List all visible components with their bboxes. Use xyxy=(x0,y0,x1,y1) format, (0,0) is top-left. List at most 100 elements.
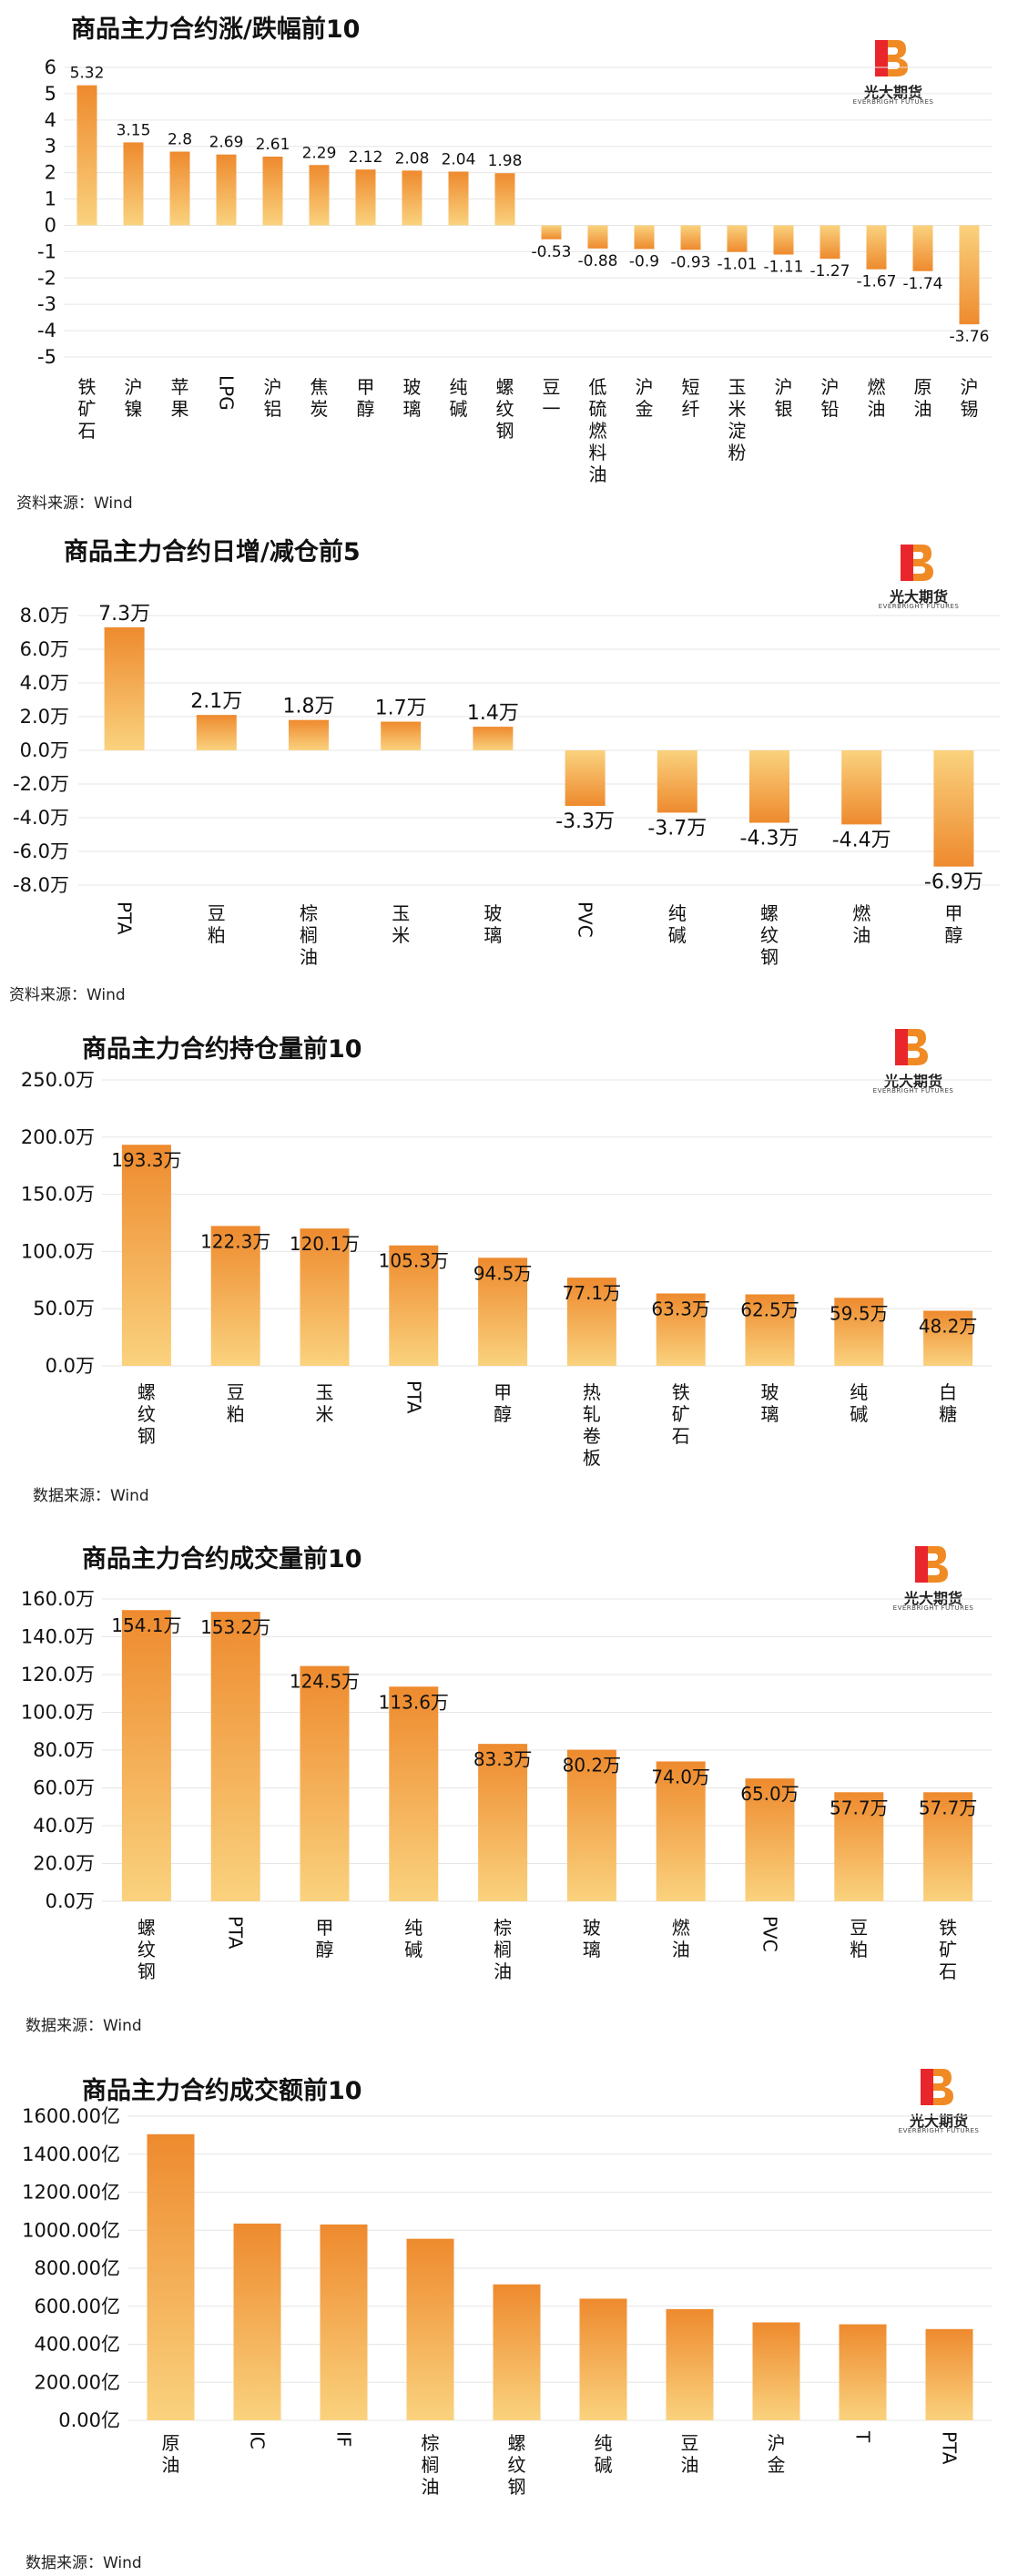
bar xyxy=(866,225,887,270)
data-label: 63.3万 xyxy=(651,1298,710,1319)
chart-title: 商品主力合约涨/跌幅前10 xyxy=(71,15,361,44)
panel-turnover: 商品主力合约成交额前10 光大期货 EVERBRIGHT FUTURES 160… xyxy=(0,2049,1018,2576)
bar xyxy=(121,1610,171,1901)
bar xyxy=(752,2322,800,2420)
y-tick-label: 2 xyxy=(45,162,56,184)
brand-subtitle: EVERBRIGHT FUTURES xyxy=(852,98,934,106)
svg-text:燃: 燃 xyxy=(852,902,870,924)
svg-text:短: 短 xyxy=(682,376,700,398)
x-tick-label: 螺纹钢 xyxy=(760,902,779,968)
data-label: 2.08 xyxy=(395,149,430,168)
y-tick-label: 5 xyxy=(45,83,56,105)
y-tick-label: 20.0万 xyxy=(33,1853,95,1875)
bar xyxy=(541,225,562,239)
data-label: -3.7万 xyxy=(647,817,707,840)
data-label: -6.9万 xyxy=(924,871,983,894)
svg-text:铁: 铁 xyxy=(672,1381,690,1403)
x-tick-label: 螺纹钢 xyxy=(137,1381,156,1447)
svg-text:玻: 玻 xyxy=(484,902,502,924)
x-tick-label: 铁矿石 xyxy=(78,376,97,442)
bar xyxy=(566,1278,616,1366)
y-tick-label: 140.0万 xyxy=(21,1626,95,1648)
svg-text:燃: 燃 xyxy=(589,420,607,442)
svg-text:纯: 纯 xyxy=(404,1917,422,1939)
svg-text:油: 油 xyxy=(868,398,886,420)
x-tick-label: PVC xyxy=(759,1916,781,1952)
svg-text:纯: 纯 xyxy=(595,2432,613,2454)
x-tick-label: 沪金 xyxy=(636,376,654,420)
bar xyxy=(121,1145,171,1366)
bar xyxy=(933,750,974,867)
chart-title: 商品主力合约持仓量前10 xyxy=(82,1035,362,1064)
bar xyxy=(104,626,145,750)
svg-text:璃: 璃 xyxy=(403,398,422,420)
svg-text:碱: 碱 xyxy=(450,398,468,420)
data-label: 193.3万 xyxy=(111,1149,181,1171)
x-tick-label: 苹果 xyxy=(171,376,189,420)
chart-source: 数据来源：Wind xyxy=(33,1487,149,1505)
data-label: -1.01 xyxy=(718,256,758,274)
y-tick-label: 8.0万 xyxy=(20,605,69,626)
svg-text:石: 石 xyxy=(672,1425,690,1447)
x-tick-label: 纯碱 xyxy=(404,1917,422,1960)
brand-name: 光大期货 xyxy=(883,1073,942,1090)
svg-text:纹: 纹 xyxy=(760,924,779,946)
svg-text:粕: 粕 xyxy=(227,1403,245,1425)
y-tick-label: 4 xyxy=(45,109,56,131)
svg-text:热: 热 xyxy=(583,1381,601,1403)
bar xyxy=(289,719,329,750)
svg-text:螺: 螺 xyxy=(137,1381,156,1403)
bar xyxy=(634,225,655,249)
y-tick-label: 2.0万 xyxy=(20,706,69,728)
svg-text:原: 原 xyxy=(914,376,932,398)
svg-text:油: 油 xyxy=(589,463,607,485)
data-label: 94.5万 xyxy=(473,1262,533,1284)
svg-text:纤: 纤 xyxy=(682,398,700,420)
svg-text:螺: 螺 xyxy=(496,376,514,398)
svg-text:矿: 矿 xyxy=(78,398,97,420)
bar xyxy=(656,1293,706,1366)
data-label: -0.88 xyxy=(578,252,618,270)
y-tick-label: 1000.00亿 xyxy=(22,2219,120,2241)
x-tick-label: 棕榈油 xyxy=(422,2432,440,2498)
svg-text:原: 原 xyxy=(162,2432,180,2454)
bar xyxy=(478,1257,528,1366)
svg-text:PTA: PTA xyxy=(939,2431,961,2465)
svg-text:糖: 糖 xyxy=(939,1403,957,1425)
y-tick-label: 200.00亿 xyxy=(35,2371,120,2393)
svg-text:豆: 豆 xyxy=(208,902,226,924)
svg-text:豆: 豆 xyxy=(543,376,561,398)
svg-text:低: 低 xyxy=(589,376,607,398)
svg-text:玻: 玻 xyxy=(583,1917,601,1939)
data-label: 83.3万 xyxy=(473,1748,533,1770)
bar xyxy=(925,2328,973,2420)
svg-text:沪: 沪 xyxy=(125,376,143,398)
x-tick-label: 铁矿石 xyxy=(672,1381,690,1447)
x-tick-label: 螺纹钢 xyxy=(137,1917,156,1982)
bar xyxy=(745,1778,795,1901)
bar xyxy=(839,2324,887,2420)
data-label: 154.1万 xyxy=(111,1614,181,1636)
svg-text:纹: 纹 xyxy=(508,2454,526,2476)
svg-text:沪: 沪 xyxy=(961,376,979,398)
bar xyxy=(819,225,840,260)
data-label: 2.1万 xyxy=(190,690,242,713)
svg-text:螺: 螺 xyxy=(137,1917,156,1939)
svg-text:纯: 纯 xyxy=(450,376,468,398)
data-label: 105.3万 xyxy=(379,1250,449,1272)
x-tick-label: 棕榈油 xyxy=(494,1917,512,1982)
x-tick-label: 螺纹钢 xyxy=(496,376,514,442)
data-label: 48.2万 xyxy=(919,1315,978,1337)
svg-text:米: 米 xyxy=(316,1403,334,1425)
data-label: 57.7万 xyxy=(919,1797,978,1818)
chart-open-interest: 250.0万 200.0万 150.0万 100.0万 50.0万 0.0万 193.3万螺… xyxy=(21,1069,993,1469)
x-tick-label: 白糖 xyxy=(939,1381,957,1425)
y-tick-label: 120.0万 xyxy=(21,1664,95,1685)
svg-text:璃: 璃 xyxy=(583,1939,601,1960)
svg-text:棕: 棕 xyxy=(494,1917,512,1939)
svg-text:榈: 榈 xyxy=(300,924,318,946)
svg-text:铁: 铁 xyxy=(939,1917,957,1939)
data-label: 3.15 xyxy=(117,121,151,139)
brand-logo-icon xyxy=(915,1546,948,1583)
data-label: -1.67 xyxy=(857,273,897,291)
